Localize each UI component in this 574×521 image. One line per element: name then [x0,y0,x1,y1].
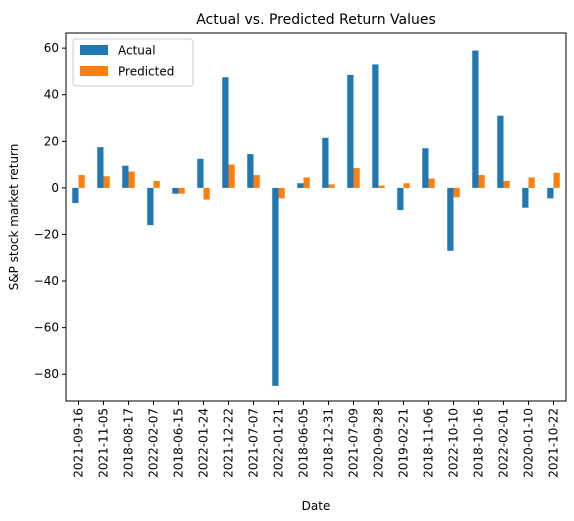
bar-actual [322,137,329,188]
bar-actual [372,64,379,188]
bar-predicted [128,171,135,188]
bar-actual [147,187,154,226]
bar-actual [72,187,79,204]
bar-actual [222,77,229,188]
y-tick-label: 20 [44,134,59,148]
bar-predicted [378,185,385,188]
y-tick-label: 60 [44,41,59,55]
x-tick-label: 2021-11-05 [97,408,111,478]
y-tick-label: −80 [34,367,59,381]
bar-predicted [228,164,235,188]
bar-predicted [428,178,435,188]
x-tick-label: 2021-10-22 [547,408,561,478]
plot-frame [65,32,567,402]
bar-actual [447,187,454,251]
bar-actual [472,50,479,188]
bar-predicted [528,177,535,188]
y-axis: 60 40 20 0 −20 −40 −60 −80 [34,41,66,381]
bar-actual [197,158,204,188]
y-tick-label: −60 [34,321,59,335]
legend-swatch-actual [80,45,108,55]
x-tick-label: 2022-02-01 [497,408,511,478]
x-axis-label: Date [302,499,331,513]
bars-group [72,50,560,386]
x-tick-label: 2020-01-10 [522,408,536,478]
bar-predicted [503,180,510,188]
x-tick-label: 2022-02-07 [147,408,161,478]
bar-actual [422,148,429,188]
bar-actual [547,187,554,199]
x-tick-label: 2022-01-21 [272,408,286,478]
bar-actual [347,74,354,188]
bar-predicted [403,183,410,188]
y-tick-label: 0 [51,181,59,195]
x-tick-label: 2021-07-07 [247,408,261,478]
bar-actual [397,187,404,211]
y-axis-label: S&P stock market return [7,144,21,291]
x-tick-label: 2022-01-24 [197,408,211,478]
legend: Actual Predicted [72,38,194,87]
bar-predicted [253,175,260,188]
bar-predicted [203,187,210,200]
legend-label-predicted: Predicted [118,65,174,79]
bar-actual [522,187,529,208]
bar-predicted [303,177,310,188]
y-tick-label: 40 [44,88,59,102]
bar-predicted [553,172,560,188]
y-tick-label: −20 [34,227,59,241]
x-tick-label: 2018-08-17 [122,408,136,478]
bar-predicted [153,180,160,188]
x-tick-label: 2020-09-28 [372,408,386,478]
x-tick-label: 2018-10-16 [472,408,486,478]
bar-predicted [353,168,360,188]
x-tick-label: 2018-06-05 [297,408,311,478]
x-axis: 2021-09-16 2021-11-05 2018-08-17 2022-02-07… [72,401,561,478]
x-tick-label: 2018-06-15 [172,408,186,478]
bar-actual [122,165,129,188]
bar-actual [297,183,304,188]
y-tick-label: −40 [34,274,59,288]
bar-predicted [328,184,335,188]
x-tick-label: 2021-12-22 [222,408,236,478]
bar-actual [497,115,504,188]
bar-predicted [178,187,185,194]
x-tick-label: 2021-07-09 [347,408,361,478]
bar-predicted [453,187,460,198]
bar-predicted [103,176,110,188]
legend-swatch-predicted [80,66,108,76]
bar-predicted [78,175,85,188]
bar-actual [272,187,279,386]
x-tick-label: 2019-02-21 [397,408,411,478]
bar-predicted [278,187,285,199]
x-tick-label: 2021-09-16 [72,408,86,478]
legend-label-actual: Actual [118,44,156,58]
bar-actual [97,147,104,188]
x-tick-label: 2018-11-06 [422,408,436,478]
bar-actual [172,187,179,194]
bar-actual [247,154,254,188]
bar-predicted [478,175,485,188]
x-tick-label: 2022-10-10 [447,408,461,478]
chart-title: Actual vs. Predicted Return Values [196,12,436,28]
x-tick-label: 2018-12-31 [322,408,336,478]
